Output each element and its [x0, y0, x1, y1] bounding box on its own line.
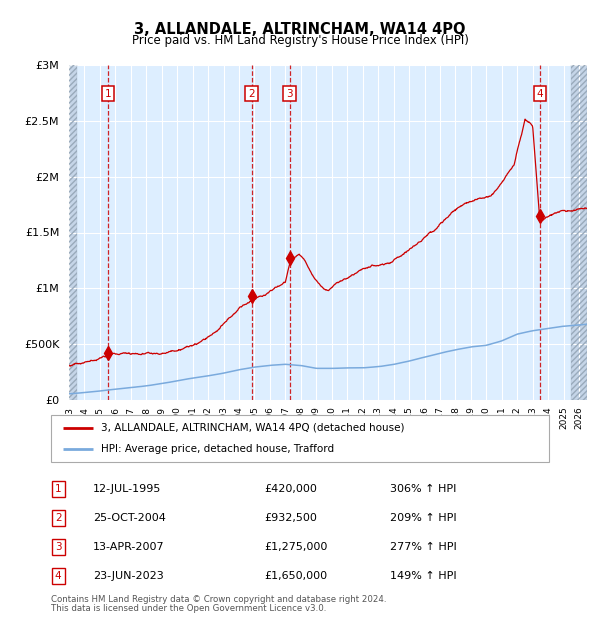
Text: 13-APR-2007: 13-APR-2007 [93, 542, 164, 552]
Text: 2: 2 [248, 89, 255, 99]
Text: Contains HM Land Registry data © Crown copyright and database right 2024.: Contains HM Land Registry data © Crown c… [51, 595, 386, 604]
Text: 1: 1 [105, 89, 112, 99]
Bar [69, 65, 77, 400]
Text: 306% ↑ HPI: 306% ↑ HPI [390, 484, 457, 494]
Text: This data is licensed under the Open Government Licence v3.0.: This data is licensed under the Open Gov… [51, 603, 326, 613]
Text: 3, ALLANDALE, ALTRINCHAM, WA14 4PQ (detached house): 3, ALLANDALE, ALTRINCHAM, WA14 4PQ (deta… [101, 423, 404, 433]
Text: 4: 4 [536, 89, 543, 99]
Bar [571, 65, 587, 400]
Text: Price paid vs. HM Land Registry's House Price Index (HPI): Price paid vs. HM Land Registry's House … [131, 34, 469, 47]
Text: 25-OCT-2004: 25-OCT-2004 [93, 513, 166, 523]
Text: £932,500: £932,500 [264, 513, 317, 523]
Text: 209% ↑ HPI: 209% ↑ HPI [390, 513, 457, 523]
Text: 3: 3 [286, 89, 293, 99]
Bar [571, 65, 587, 400]
Text: 23-JUN-2023: 23-JUN-2023 [93, 571, 164, 582]
FancyBboxPatch shape [51, 415, 549, 462]
Text: 277% ↑ HPI: 277% ↑ HPI [390, 542, 457, 552]
Text: £1,275,000: £1,275,000 [264, 542, 328, 552]
Bar [69, 65, 77, 400]
Text: 3, ALLANDALE, ALTRINCHAM, WA14 4PQ: 3, ALLANDALE, ALTRINCHAM, WA14 4PQ [134, 22, 466, 37]
Text: 12-JUL-1995: 12-JUL-1995 [93, 484, 161, 494]
Text: 149% ↑ HPI: 149% ↑ HPI [390, 571, 457, 582]
Text: £420,000: £420,000 [264, 484, 317, 494]
Text: 1: 1 [55, 484, 62, 494]
Text: 4: 4 [55, 571, 62, 582]
Text: 3: 3 [55, 542, 62, 552]
Text: HPI: Average price, detached house, Trafford: HPI: Average price, detached house, Traf… [101, 445, 334, 454]
Text: £1,650,000: £1,650,000 [264, 571, 327, 582]
Text: 2: 2 [55, 513, 62, 523]
